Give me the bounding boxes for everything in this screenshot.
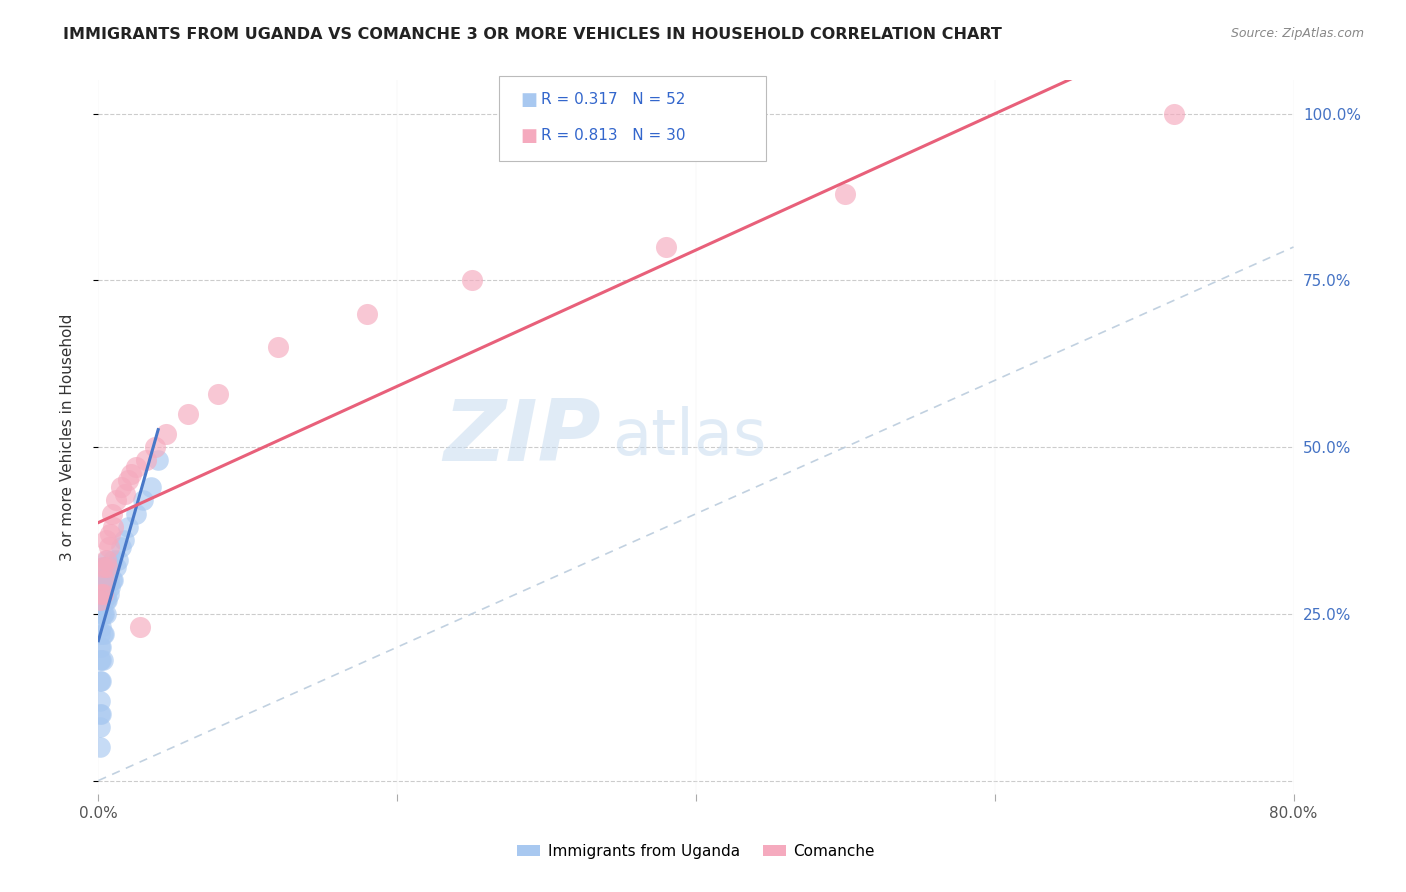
- Point: [89, 720, 111, 734]
- Point: [96, 593, 118, 607]
- Point: [105, 560, 128, 574]
- Point: [117, 474, 139, 488]
- Y-axis label: 3 or more Vehicles in Household: 3 or more Vehicles in Household: [60, 313, 75, 561]
- Point: [90, 706, 112, 721]
- Point: [103, 553, 125, 567]
- Point: [103, 520, 125, 534]
- Point: [834, 186, 856, 201]
- Point: [90, 574, 112, 588]
- Point: [103, 574, 125, 588]
- Point: [125, 507, 148, 521]
- Point: [117, 520, 139, 534]
- Text: ZIP: ZIP: [443, 395, 600, 479]
- Point: [91, 593, 114, 607]
- Point: [89, 640, 111, 655]
- Point: [101, 507, 124, 521]
- Point: [94, 574, 117, 588]
- Point: [93, 574, 115, 588]
- Point: [1163, 106, 1185, 120]
- Point: [94, 533, 117, 548]
- Point: [89, 653, 111, 667]
- Legend: Immigrants from Uganda, Comanche: Immigrants from Uganda, Comanche: [510, 838, 882, 864]
- Text: atlas: atlas: [613, 406, 766, 468]
- Point: [90, 593, 112, 607]
- Point: [125, 460, 148, 475]
- Point: [139, 480, 162, 494]
- Point: [177, 407, 200, 421]
- Point: [91, 607, 114, 621]
- Point: [91, 560, 114, 574]
- Point: [93, 607, 115, 621]
- Point: [90, 620, 112, 634]
- Text: ■: ■: [520, 127, 537, 145]
- Point: [97, 540, 120, 554]
- Point: [91, 627, 114, 641]
- Point: [132, 493, 155, 508]
- Point: [93, 574, 115, 588]
- Point: [93, 560, 115, 574]
- Point: [94, 593, 117, 607]
- Point: [96, 560, 118, 574]
- Point: [98, 560, 122, 574]
- Point: [207, 386, 229, 401]
- Point: [461, 273, 484, 287]
- Point: [93, 627, 115, 641]
- Point: [91, 574, 114, 588]
- Text: ■: ■: [520, 91, 537, 109]
- Point: [107, 553, 129, 567]
- Point: [94, 587, 117, 601]
- Point: [91, 587, 114, 601]
- Point: [91, 587, 114, 601]
- Point: [655, 240, 678, 254]
- Point: [93, 593, 115, 607]
- Point: [90, 607, 112, 621]
- Point: [356, 307, 378, 321]
- Point: [91, 653, 114, 667]
- Point: [105, 493, 128, 508]
- Point: [120, 467, 142, 481]
- Point: [94, 553, 117, 567]
- Point: [148, 453, 170, 467]
- Point: [97, 587, 120, 601]
- Point: [155, 426, 177, 441]
- Point: [96, 574, 118, 588]
- Point: [89, 673, 111, 688]
- Point: [97, 574, 120, 588]
- Point: [89, 627, 111, 641]
- Point: [90, 587, 112, 601]
- Point: [143, 440, 166, 454]
- Text: Source: ZipAtlas.com: Source: ZipAtlas.com: [1230, 27, 1364, 40]
- Point: [101, 574, 124, 588]
- Point: [90, 653, 112, 667]
- Point: [89, 693, 111, 707]
- Point: [91, 560, 114, 574]
- Point: [98, 580, 122, 594]
- Point: [112, 533, 135, 548]
- Point: [90, 673, 112, 688]
- Point: [135, 453, 157, 467]
- Point: [114, 487, 136, 501]
- Point: [89, 740, 111, 755]
- Text: IMMIGRANTS FROM UGANDA VS COMANCHE 3 OR MORE VEHICLES IN HOUSEHOLD CORRELATION C: IMMIGRANTS FROM UGANDA VS COMANCHE 3 OR …: [63, 27, 1002, 42]
- Point: [129, 620, 152, 634]
- Point: [110, 540, 132, 554]
- Point: [90, 640, 112, 655]
- Text: R = 0.317   N = 52: R = 0.317 N = 52: [541, 93, 686, 107]
- Text: R = 0.813   N = 30: R = 0.813 N = 30: [541, 128, 686, 143]
- Point: [89, 706, 111, 721]
- Point: [89, 593, 111, 607]
- Point: [110, 480, 132, 494]
- Point: [267, 340, 290, 354]
- Point: [98, 526, 122, 541]
- Point: [90, 587, 112, 601]
- Point: [94, 607, 117, 621]
- Point: [96, 553, 118, 567]
